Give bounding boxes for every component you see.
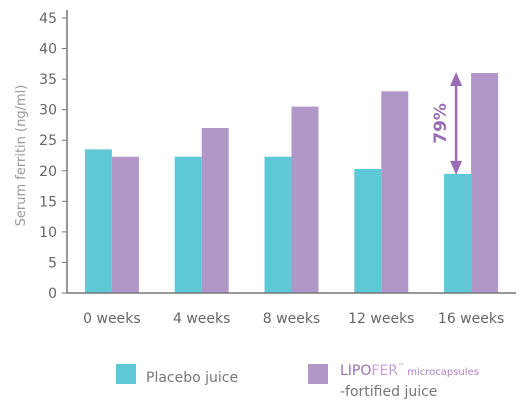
change-annotation: 79% [431,72,463,175]
bars [84,73,499,293]
legend-swatch-placebo [116,364,136,384]
bar-placebo [444,173,472,293]
y-tick-label: 30 [39,103,57,119]
brand-fer: FER [371,363,399,379]
x-tick-label: 4 weeks [173,311,230,327]
y-tick-label: 0 [48,286,57,302]
x-tick-label: 8 weeks [263,311,320,327]
bar-placebo [84,149,112,293]
bar-lipofer [111,156,139,293]
x-tick-label: 0 weeks [83,311,140,327]
bar-lipofer [471,73,499,293]
legend-label-fortified: -fortified juice [340,384,438,400]
annotation-arrowhead-down [450,160,463,175]
brand-lipo: LIPO [340,363,372,379]
y-axis-label: Serum ferritin (ng/ml) [14,85,29,227]
bar-lipofer [381,91,409,293]
annotation-label: 79% [431,103,451,144]
bar-lipofer [291,106,319,293]
y-tick-label: 40 [39,42,57,58]
y-tick-label: 20 [39,164,57,180]
bar-placebo [174,156,202,293]
legend-label-lipofer: LIPOFER™ microcapsules [340,363,479,379]
y-tick-label: 10 [39,225,57,241]
y-tick-label: 45 [39,11,57,27]
y-tick-label: 25 [39,133,57,149]
bar-lipofer [201,128,229,293]
x-tick-label: 16 weeks [438,311,504,327]
y-tick-label: 15 [39,194,57,210]
bar-placebo [354,168,382,293]
legend-label-placebo: Placebo juice [146,370,239,386]
bar-placebo [264,156,292,293]
y-axis-ticks: 0 5 10 15 20 25 30 35 40 45 [39,11,67,302]
annotation-arrowhead-up [450,72,463,86]
brand-microcapsules: microcapsules [404,367,479,378]
x-tick-label: 12 weeks [348,311,414,327]
x-axis-ticks: 0 weeks 4 weeks 8 weeks 12 weeks 16 weeks [83,311,504,327]
y-tick-label: 35 [39,72,57,88]
bar-chart: 0 5 10 15 20 25 30 35 40 45 0 weeks 4 weeks 8 weeks… [14,10,516,327]
trademark-mark: ™ [398,363,405,370]
legend-swatch-lipofer [308,364,328,384]
y-tick-label: 5 [48,255,57,271]
